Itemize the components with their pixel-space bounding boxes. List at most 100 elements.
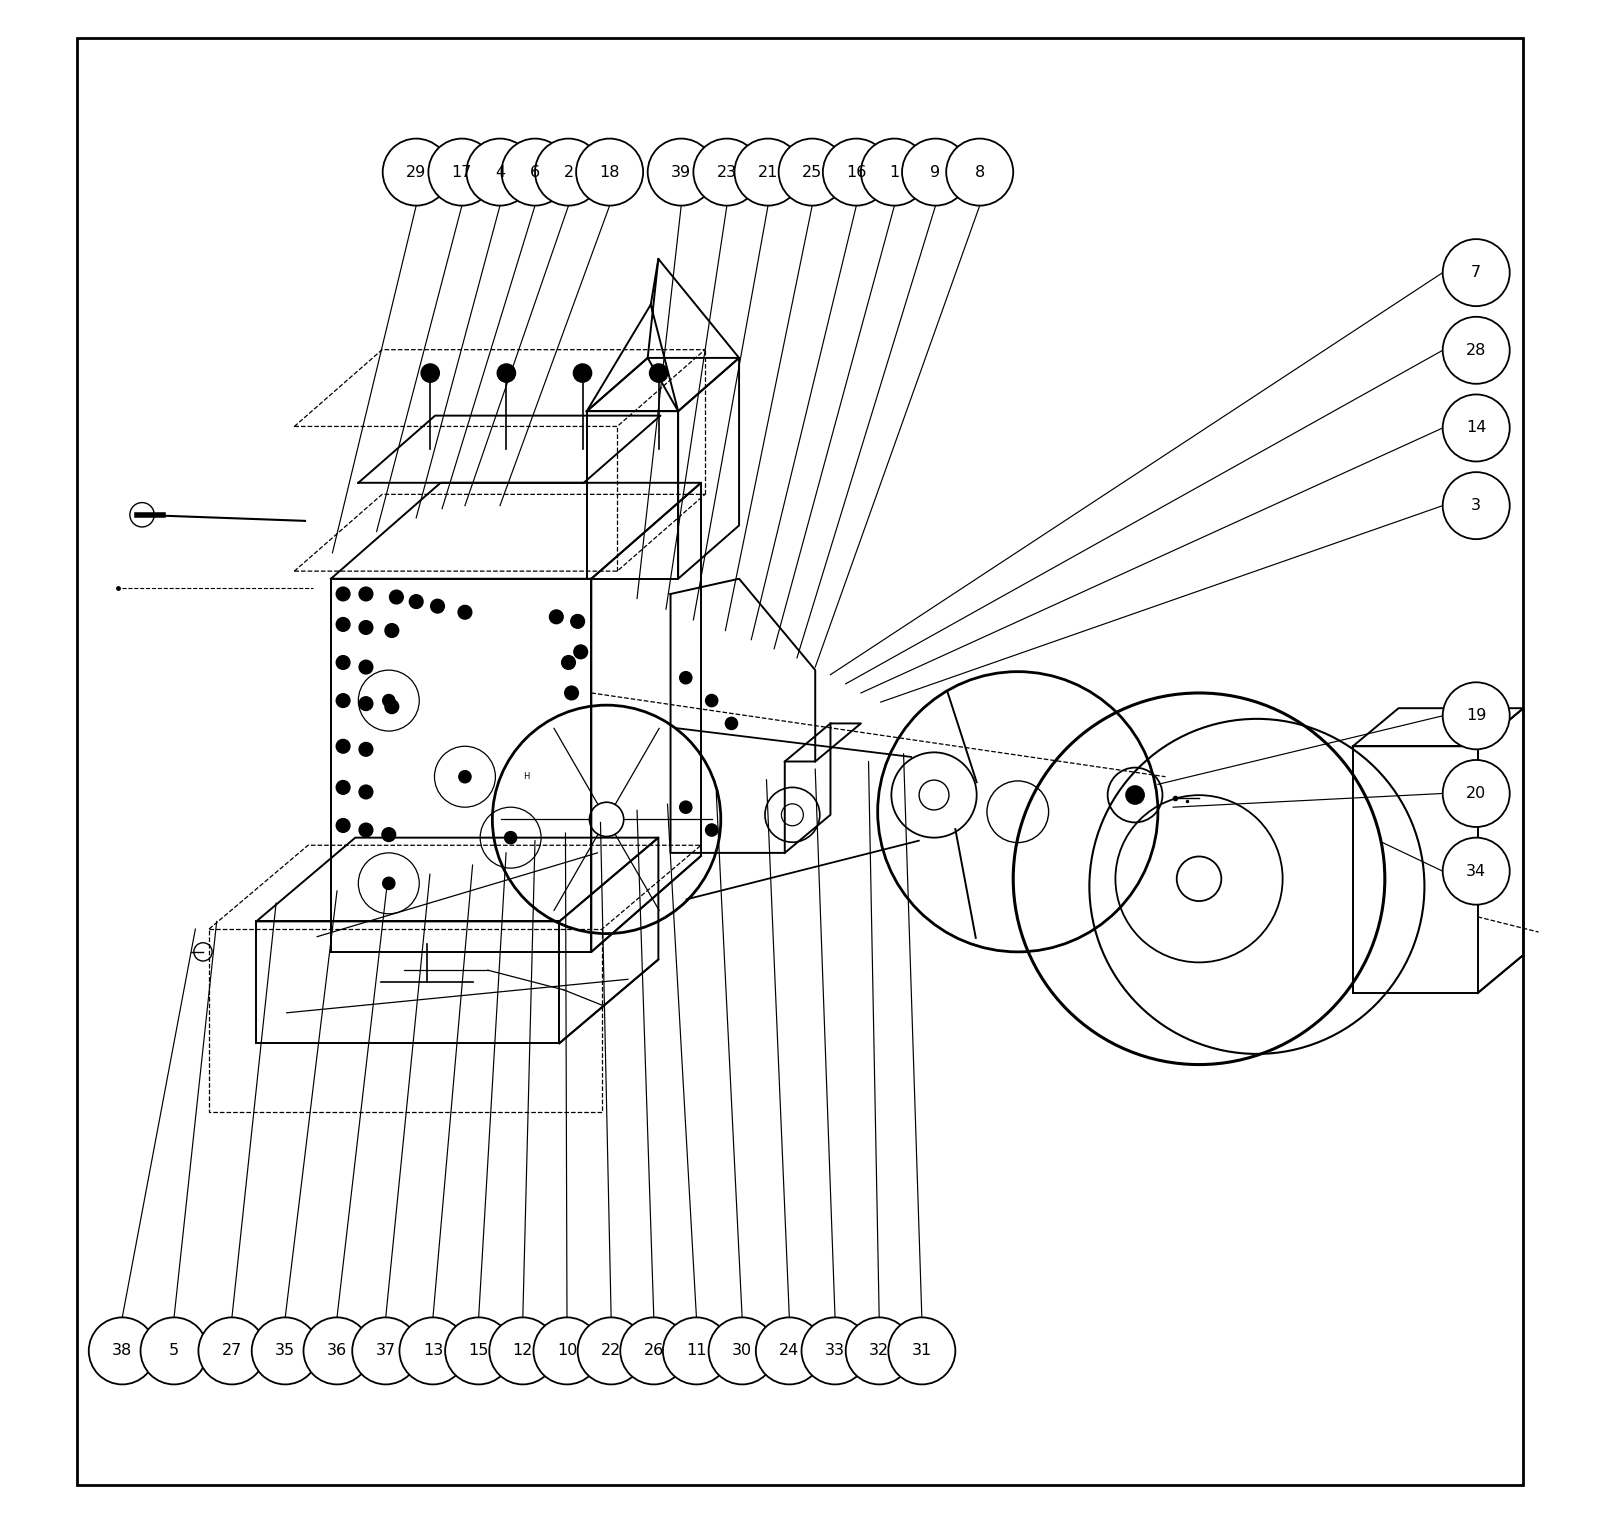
Circle shape xyxy=(822,139,890,206)
Circle shape xyxy=(709,1317,776,1384)
Text: 6: 6 xyxy=(530,164,541,180)
Circle shape xyxy=(571,614,584,629)
Circle shape xyxy=(680,801,691,813)
Circle shape xyxy=(706,694,718,707)
Circle shape xyxy=(946,139,1013,206)
Circle shape xyxy=(445,1317,512,1384)
Text: 22: 22 xyxy=(602,1343,621,1359)
Circle shape xyxy=(421,364,440,382)
Circle shape xyxy=(467,139,533,206)
Circle shape xyxy=(802,1317,869,1384)
Circle shape xyxy=(1443,472,1510,539)
Circle shape xyxy=(621,1317,688,1384)
Circle shape xyxy=(386,624,398,638)
Circle shape xyxy=(706,824,718,836)
Text: 4: 4 xyxy=(494,164,506,180)
Circle shape xyxy=(358,786,373,800)
Circle shape xyxy=(734,139,802,206)
Text: 20: 20 xyxy=(1466,786,1486,801)
Circle shape xyxy=(358,698,373,710)
Text: 27: 27 xyxy=(222,1343,242,1359)
Circle shape xyxy=(430,599,445,614)
Text: 3: 3 xyxy=(1472,498,1482,513)
Circle shape xyxy=(549,609,563,624)
Circle shape xyxy=(1443,760,1510,827)
Circle shape xyxy=(358,822,373,838)
Text: H: H xyxy=(523,772,530,781)
Circle shape xyxy=(504,832,517,844)
Circle shape xyxy=(336,780,350,795)
Circle shape xyxy=(336,618,350,632)
Circle shape xyxy=(198,1317,266,1384)
Text: 10: 10 xyxy=(557,1343,578,1359)
Text: 1: 1 xyxy=(890,164,899,180)
Circle shape xyxy=(680,672,691,684)
Circle shape xyxy=(382,139,450,206)
Circle shape xyxy=(501,139,568,206)
Circle shape xyxy=(693,139,760,206)
Text: 5: 5 xyxy=(170,1343,179,1359)
Circle shape xyxy=(573,364,592,382)
Circle shape xyxy=(336,739,350,754)
Text: 15: 15 xyxy=(469,1343,490,1359)
Text: 18: 18 xyxy=(600,164,619,180)
Text: 24: 24 xyxy=(779,1343,800,1359)
Text: 17: 17 xyxy=(451,164,472,180)
Text: 30: 30 xyxy=(733,1343,752,1359)
Text: 35: 35 xyxy=(275,1343,296,1359)
Circle shape xyxy=(576,139,643,206)
Text: 33: 33 xyxy=(826,1343,845,1359)
Text: 19: 19 xyxy=(1466,708,1486,723)
Circle shape xyxy=(358,588,373,602)
Circle shape xyxy=(382,877,395,889)
Circle shape xyxy=(251,1317,318,1384)
Circle shape xyxy=(382,827,395,841)
Text: 11: 11 xyxy=(686,1343,707,1359)
Circle shape xyxy=(755,1317,822,1384)
Circle shape xyxy=(533,1317,600,1384)
Circle shape xyxy=(400,1317,467,1384)
Text: 26: 26 xyxy=(643,1343,664,1359)
Circle shape xyxy=(779,139,846,206)
Text: 39: 39 xyxy=(670,164,691,180)
Circle shape xyxy=(562,655,576,670)
Text: 37: 37 xyxy=(376,1343,395,1359)
Circle shape xyxy=(648,139,715,206)
Circle shape xyxy=(846,1317,912,1384)
Circle shape xyxy=(574,646,587,659)
Circle shape xyxy=(352,1317,419,1384)
Circle shape xyxy=(336,588,350,602)
Text: 28: 28 xyxy=(1466,343,1486,358)
Circle shape xyxy=(662,1317,730,1384)
Circle shape xyxy=(498,364,515,382)
Circle shape xyxy=(358,743,373,757)
Circle shape xyxy=(458,605,472,620)
Text: 32: 32 xyxy=(869,1343,890,1359)
Text: 25: 25 xyxy=(802,164,822,180)
Text: 31: 31 xyxy=(912,1343,931,1359)
Circle shape xyxy=(565,685,579,701)
Circle shape xyxy=(578,1317,645,1384)
Circle shape xyxy=(490,1317,557,1384)
Circle shape xyxy=(304,1317,371,1384)
Circle shape xyxy=(358,621,373,635)
Text: 21: 21 xyxy=(758,164,778,180)
Text: 8: 8 xyxy=(974,164,986,180)
Circle shape xyxy=(1443,317,1510,384)
Text: 34: 34 xyxy=(1466,864,1486,879)
Circle shape xyxy=(141,1317,208,1384)
Text: 13: 13 xyxy=(422,1343,443,1359)
Text: 14: 14 xyxy=(1466,420,1486,436)
Circle shape xyxy=(861,139,928,206)
Circle shape xyxy=(382,694,395,707)
Circle shape xyxy=(88,1317,155,1384)
Circle shape xyxy=(1443,394,1510,461)
Text: 36: 36 xyxy=(326,1343,347,1359)
Text: 23: 23 xyxy=(717,164,738,180)
Text: 12: 12 xyxy=(512,1343,533,1359)
Text: 7: 7 xyxy=(1470,265,1482,280)
Circle shape xyxy=(336,655,350,670)
Circle shape xyxy=(902,139,970,206)
Text: 29: 29 xyxy=(406,164,426,180)
Text: 2: 2 xyxy=(563,164,573,180)
